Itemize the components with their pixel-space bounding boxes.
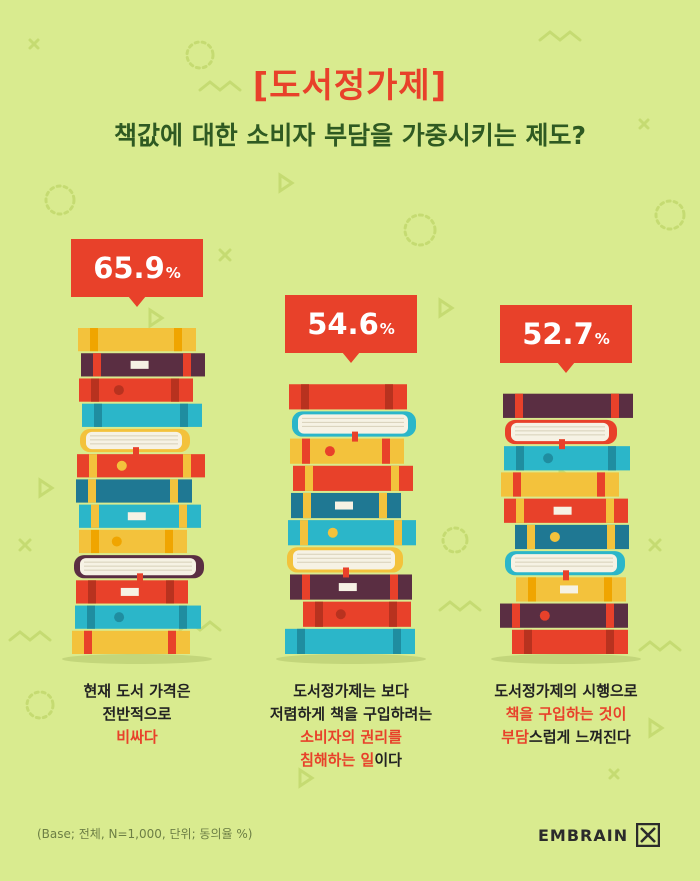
- value-callout: 54.6%: [285, 295, 417, 364]
- label-text: 저렴하게 책을 구입하려는: [269, 705, 433, 723]
- value-label-box: 65.9%: [71, 239, 203, 307]
- label-text: 현재 도서 가격은: [83, 682, 191, 700]
- category-label-line: 도서정가제는 보다: [241, 680, 461, 703]
- callout-pointer: [557, 361, 575, 373]
- value-label: 65.9: [93, 251, 165, 285]
- category-label-line: 저렴하게 책을 구입하려는: [241, 703, 461, 726]
- category-label-line: 책을 구입하는 것이: [456, 703, 676, 726]
- page-subtitle: 책값에 대한 소비자 부담을 가중시키는 제도?: [113, 121, 587, 150]
- logo-mark-icon: [636, 823, 661, 847]
- bar-book-stack: [285, 384, 416, 654]
- highlight-text: 비싸다: [116, 728, 158, 746]
- value-label: 54.6: [307, 307, 379, 342]
- base-note: (Base; 전체, N=1,000, 단위; 동의율 %): [37, 827, 253, 841]
- category-label-line: 전반적으로: [27, 703, 247, 726]
- bar-book-stack: [500, 393, 633, 654]
- label-text: 전반적으로: [102, 705, 172, 723]
- label-text: 도서정가제는 보다: [293, 682, 409, 700]
- category-label-line: 부담스럽게 느껴진다: [456, 726, 676, 749]
- callout-pointer: [342, 352, 360, 364]
- value-label: 52.7: [522, 316, 594, 351]
- highlight-text: 소비자의 권리를: [300, 728, 402, 746]
- logo-text: EMBRAIN: [538, 825, 629, 845]
- label-text: 스럽게 느껴진다: [528, 728, 631, 746]
- value-unit: %: [594, 329, 610, 348]
- highlight-text: 책을 구입하는 것이: [505, 705, 627, 723]
- category-label-line: 비싸다: [27, 726, 247, 749]
- page-title: [도서정가제]: [252, 66, 448, 106]
- value-label-box: 54.6%: [285, 295, 417, 364]
- value-label-box: 52.7%: [500, 304, 632, 373]
- bar-book-stack: [72, 328, 205, 654]
- brand-logo: EMBRAIN: [538, 823, 661, 847]
- category-label-line: 현재 도서 가격은: [27, 680, 247, 703]
- value-unit: %: [379, 320, 395, 339]
- callout-pointer: [128, 296, 146, 307]
- category-label-line: 소비자의 권리를: [241, 726, 461, 749]
- highlight-text: 부담: [501, 728, 529, 746]
- value-unit: %: [165, 264, 181, 282]
- category-label-line: 도서정가제의 시행으로: [456, 680, 676, 703]
- category-label-line: 침해하는 일이다: [241, 749, 461, 772]
- value-callout: 65.9%: [71, 239, 203, 307]
- value-callout: 52.7%: [500, 304, 632, 373]
- highlight-text: 침해하는 일: [300, 751, 375, 769]
- label-text: 도서정가제의 시행으로: [494, 682, 638, 700]
- label-text: 이다: [374, 751, 402, 769]
